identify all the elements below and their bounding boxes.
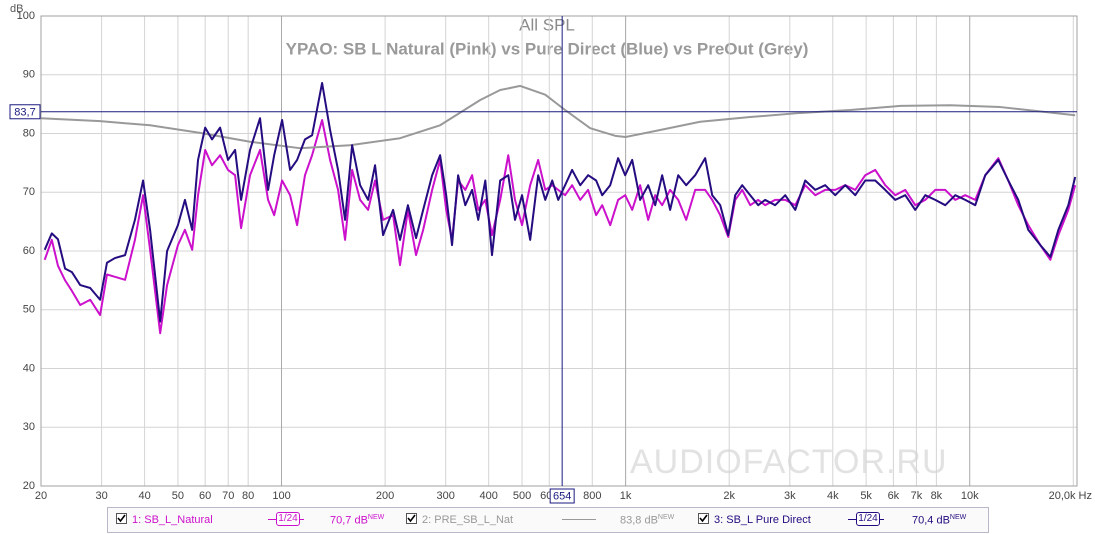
chart: AUDIOFACTOR.RU All SPL YPAO: SB L Natura… bbox=[9, 3, 1092, 504]
badge: NEW bbox=[949, 514, 967, 521]
checkmark bbox=[407, 514, 416, 523]
x-tick-label: 500 bbox=[513, 490, 531, 502]
x-tick-label: 10k bbox=[961, 490, 979, 502]
y-tick-label: 20 bbox=[23, 480, 35, 492]
line-swatch bbox=[562, 512, 596, 526]
x-tick-label: 6k bbox=[888, 490, 900, 502]
readout-value: 70,7 dB bbox=[330, 514, 368, 527]
y-tick-label: 60 bbox=[23, 245, 35, 257]
grid bbox=[40, 15, 1077, 487]
cursor-y-label: 83,7 bbox=[14, 107, 35, 119]
x-tick-label: 8k bbox=[931, 490, 943, 502]
x-tick-label: 20 bbox=[35, 490, 47, 502]
x-tick-label: 50 bbox=[172, 490, 184, 502]
y-tick-label: 70 bbox=[23, 186, 35, 198]
cursor-x-label: 654 bbox=[553, 490, 571, 502]
y-tick-label: 30 bbox=[23, 421, 35, 433]
x-tick-label: 100 bbox=[272, 490, 290, 502]
series-line bbox=[43, 118, 1077, 335]
checkmark bbox=[699, 514, 708, 523]
x-tick-label: 70 bbox=[222, 490, 234, 502]
cursor-x-box bbox=[549, 488, 575, 504]
x-tick-label: 5k bbox=[860, 490, 872, 502]
x-tick-label: 20,0k Hz bbox=[1049, 490, 1092, 502]
legend-readout: 70,7 dBNEW bbox=[330, 514, 384, 527]
x-tick-label: 60 bbox=[199, 490, 211, 502]
legend-name: 1: SB_L_Natural bbox=[132, 514, 213, 526]
smoothing[interactable]: 1/24 bbox=[268, 512, 304, 526]
y-axis-label: dB bbox=[10, 3, 23, 15]
x-tick-label: 40 bbox=[138, 490, 150, 502]
x-tick-label: 4k bbox=[827, 490, 839, 502]
smoothing-label: 1/24 bbox=[276, 512, 300, 526]
legend-name: 3: SB_L Pure Direct bbox=[714, 514, 811, 526]
x-tick-label: 7k bbox=[911, 490, 923, 502]
watermark: AUDIOFACTOR.RU bbox=[630, 443, 948, 481]
plot-frame bbox=[40, 15, 1078, 487]
x-tick-label: 30 bbox=[95, 490, 107, 502]
badge: NEW bbox=[657, 514, 675, 521]
series-line bbox=[43, 81, 1077, 323]
smoothing-label: 1/24 bbox=[856, 512, 880, 526]
readout-value: 70,4 dB bbox=[912, 514, 950, 527]
x-tick-label: 200 bbox=[376, 490, 394, 502]
x-tick-label: 3k bbox=[784, 490, 796, 502]
y-tick-label: 90 bbox=[23, 69, 35, 81]
x-tick-label: 800 bbox=[583, 490, 601, 502]
x-tick-label: 300 bbox=[437, 490, 455, 502]
y-tick-label: 80 bbox=[23, 127, 35, 139]
legend-name: 2: PRE_SB_L_Nat bbox=[422, 514, 514, 526]
y-tick-label: 100 bbox=[17, 10, 35, 22]
readout-value: 83,8 dB bbox=[620, 514, 658, 527]
smoothing[interactable]: 1/24 bbox=[848, 512, 884, 526]
y-tick-label: 50 bbox=[23, 304, 35, 316]
chart-subtitle: YPAO: SB L Natural (Pink) vs Pure Direct… bbox=[286, 39, 809, 58]
badge: NEW bbox=[367, 514, 385, 521]
legend: 1: SB_L_Natural 1/24 70,7 dBNEW 2: PRE_S… bbox=[107, 507, 989, 533]
chart-title: All SPL bbox=[519, 15, 575, 34]
x-tick-label: 80 bbox=[242, 490, 254, 502]
legend-readout: 83,8 dBNEW bbox=[620, 514, 674, 527]
x-tick-label: 2k bbox=[723, 490, 735, 502]
checkmark bbox=[117, 514, 126, 523]
x-tick-label: 400 bbox=[480, 490, 498, 502]
checkbox[interactable] bbox=[698, 513, 709, 524]
cursor-y-box bbox=[9, 104, 41, 120]
checkbox[interactable] bbox=[116, 513, 127, 524]
x-tick-label: 1k bbox=[620, 490, 632, 502]
checkbox[interactable] bbox=[406, 513, 417, 524]
y-tick-label: 40 bbox=[23, 362, 35, 374]
series-line bbox=[40, 84, 1076, 150]
legend-readout: 70,4 dBNEW bbox=[912, 514, 966, 527]
